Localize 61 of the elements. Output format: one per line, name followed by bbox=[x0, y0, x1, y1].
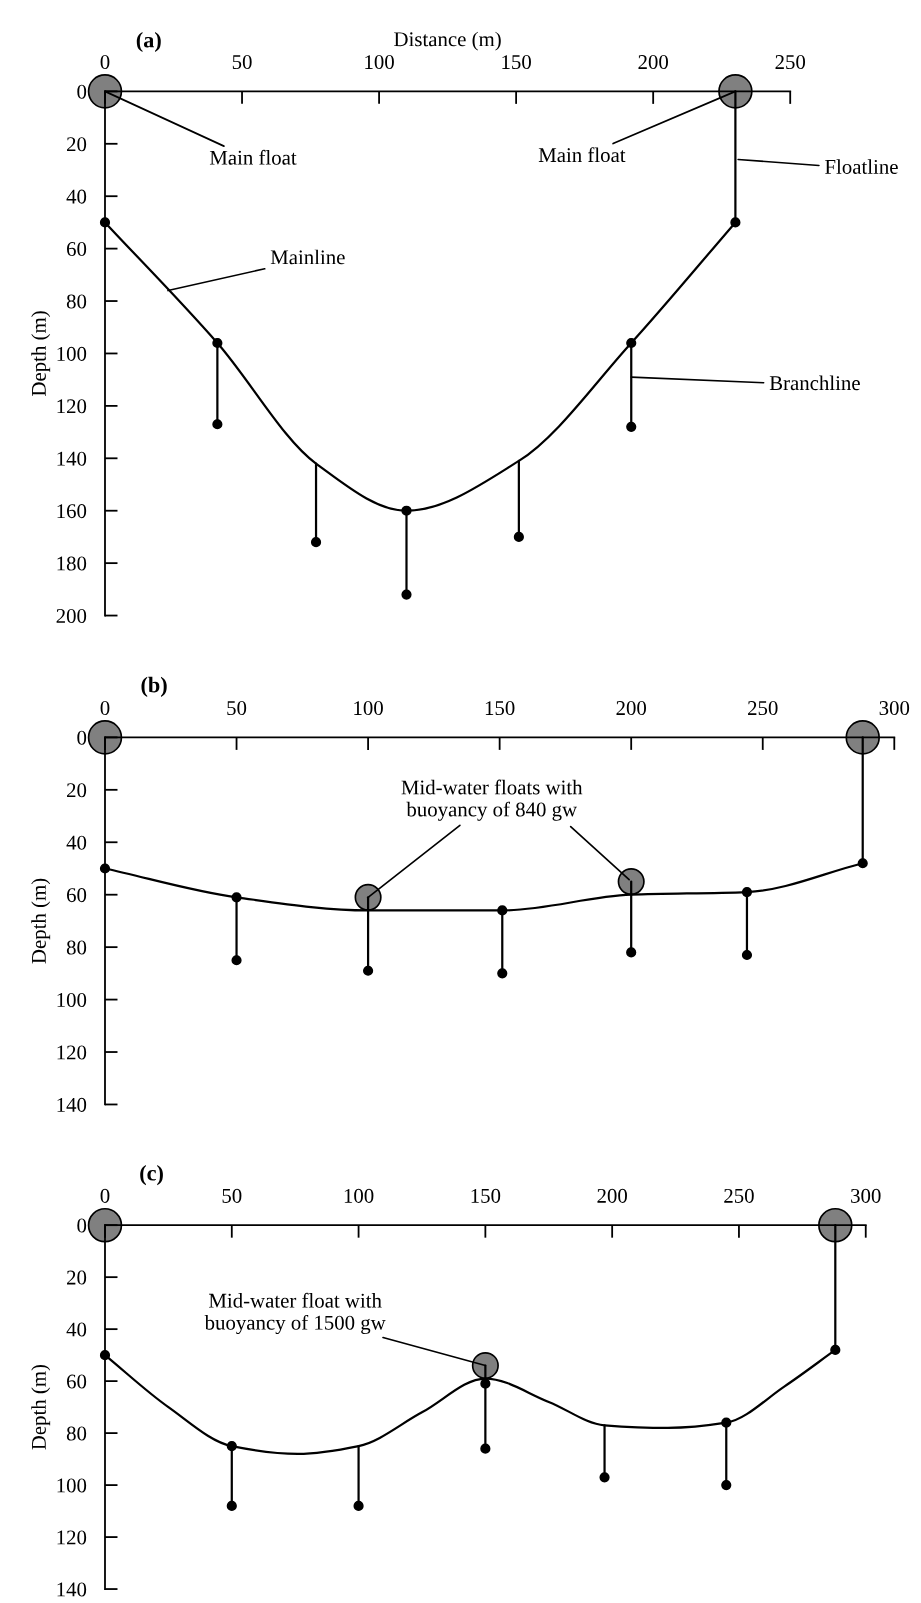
x-tick-label: 300 bbox=[851, 1188, 881, 1203]
x-tick-label: 100 bbox=[354, 701, 383, 716]
y-tick-label: 120 bbox=[57, 1530, 87, 1545]
x-tick-label: 0 bbox=[100, 55, 110, 70]
x-tick-label: 100 bbox=[365, 55, 394, 70]
y-tick-label: 180 bbox=[57, 556, 87, 571]
x-tick-label: 200 bbox=[616, 701, 647, 716]
y-tick-label: 140 bbox=[57, 451, 87, 466]
y-tick-label: 140 bbox=[57, 1582, 87, 1597]
y-tick-label: 60 bbox=[67, 888, 87, 903]
y-tick-label: 0 bbox=[77, 730, 87, 745]
x-tick-label: 150 bbox=[471, 1188, 501, 1203]
x-tick-label: 50 bbox=[222, 1188, 242, 1203]
x-tick-label: 50 bbox=[232, 55, 252, 70]
annotation: Mainline bbox=[270, 249, 345, 265]
y-tick-label: 80 bbox=[66, 1426, 87, 1441]
x-tick-label: 200 bbox=[638, 55, 668, 70]
x-tick-label: 100 bbox=[344, 1188, 374, 1203]
y-tick-label: 40 bbox=[66, 189, 87, 204]
x-tick-label: 200 bbox=[597, 1188, 627, 1203]
annotation: Branchline bbox=[769, 375, 860, 391]
x-tick-label: 250 bbox=[724, 1188, 754, 1203]
x-tick-label: 50 bbox=[227, 701, 247, 716]
x-axis-title: Distance (m) bbox=[394, 31, 501, 51]
chart-title: (a) bbox=[136, 31, 161, 53]
y-tick-label: 40 bbox=[66, 835, 87, 850]
y-tick-label: 40 bbox=[66, 1322, 87, 1337]
chart-title: (c) bbox=[140, 1164, 163, 1186]
x-tick-label: 150 bbox=[485, 701, 515, 716]
y-tick-label: 0 bbox=[77, 1218, 87, 1233]
y-tick-label: 20 bbox=[67, 783, 87, 798]
y-tick-label: 140 bbox=[57, 1097, 87, 1112]
y-tick-label: 100 bbox=[57, 1478, 87, 1493]
y-tick-label: 100 bbox=[57, 346, 87, 361]
y-tick-label: 0 bbox=[77, 84, 87, 99]
y-tick-label: 80 bbox=[66, 294, 87, 309]
y-axis-title: Depth (m) bbox=[31, 878, 51, 964]
x-tick-label: 300 bbox=[879, 701, 910, 716]
y-tick-label: 100 bbox=[57, 992, 87, 1008]
annotation: Main float bbox=[538, 147, 626, 163]
y-tick-label: 60 bbox=[67, 242, 87, 257]
y-tick-label: 200 bbox=[56, 608, 87, 623]
x-tick-label: 0 bbox=[100, 701, 110, 716]
y-tick-label: 80 bbox=[66, 940, 87, 955]
y-tick-label: 160 bbox=[57, 504, 87, 519]
y-axis-title: Depth (m) bbox=[31, 311, 51, 396]
chart-title: (b) bbox=[141, 676, 167, 697]
annotation: Main float bbox=[209, 149, 297, 165]
text: Floatline bbox=[825, 159, 898, 174]
y-tick-label: 20 bbox=[67, 137, 87, 152]
y-tick-label: 20 bbox=[67, 1270, 87, 1285]
x-tick-label: 250 bbox=[748, 701, 778, 716]
y-tick-label: 120 bbox=[57, 1045, 87, 1060]
x-tick-label: 150 bbox=[502, 55, 531, 70]
y-tick-label: 60 bbox=[67, 1374, 87, 1389]
y-tick-label: 120 bbox=[57, 399, 87, 414]
x-tick-label: 0 bbox=[100, 1188, 110, 1203]
x-tick-label: 250 bbox=[775, 55, 806, 70]
annotation: Mid-water float with buoyancy of 1500 gw bbox=[204, 1292, 386, 1335]
y-axis-title: Depth (m) bbox=[31, 1364, 51, 1450]
annotation: Mid-water floats with buoyancy of 840 gw bbox=[401, 779, 583, 821]
